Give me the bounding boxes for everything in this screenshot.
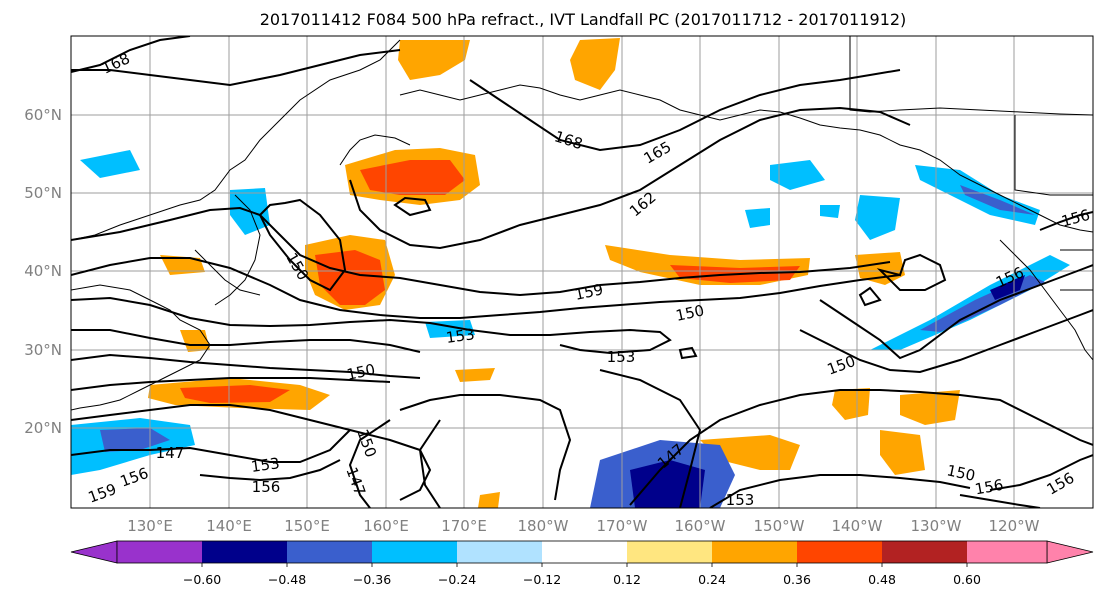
colorbar-bin: [457, 541, 542, 563]
colorbar-bin: [882, 541, 967, 563]
lon-label: 170°W: [597, 517, 648, 535]
colorbar-high-extension: [1046, 540, 1094, 564]
longitude-labels: 130°E 140°E 150°E 160°E 170°E 180°W 170°…: [127, 517, 1039, 535]
lat-label: 50°N: [24, 184, 62, 202]
lon-label: 180°W: [518, 517, 569, 535]
lat-label: 40°N: [24, 262, 62, 280]
contour-label: 156: [252, 478, 281, 496]
figure-title: 2017011412 F084 500 hPa refract., IVT La…: [260, 10, 907, 29]
height-contours: [71, 36, 1093, 508]
colorbar-tick-label: −0.36: [353, 572, 391, 587]
lat-label: 30°N: [24, 341, 62, 359]
contour-label: 153: [607, 348, 636, 366]
colorbar-tick-label: 0.12: [613, 572, 641, 587]
colorbar-tick-label: 0.60: [953, 572, 981, 587]
colorbar: −0.60 −0.48 −0.36 −0.24 −0.12 0.12 0.24 …: [70, 540, 1094, 587]
colorbar-bin: [542, 541, 627, 563]
colorbar-low-extension: [70, 540, 118, 564]
colorbar-bin: [797, 541, 882, 563]
lon-label: 160°W: [675, 517, 726, 535]
colorbar-tick-label: −0.24: [438, 572, 476, 587]
contour-label: 150: [945, 461, 977, 485]
colorbar-bin: [627, 541, 712, 563]
graticule: [71, 36, 1093, 508]
lat-label: 60°N: [24, 106, 62, 124]
contour-label: 150: [674, 301, 706, 325]
lon-label: 160°E: [363, 517, 409, 535]
colorbar-bin: [117, 541, 202, 563]
colorbar-bin: [372, 541, 457, 563]
lon-label: 140°W: [832, 517, 883, 535]
colorbar-bin: [967, 541, 1047, 563]
contour-label: 153: [726, 491, 755, 509]
contour-label: 156: [973, 476, 1004, 499]
colorbar-bin: [287, 541, 372, 563]
colorbar-tick-label: 0.24: [698, 572, 726, 587]
lat-label: 20°N: [24, 419, 62, 437]
colorbar-bin: [712, 541, 797, 563]
latitude-labels: 20°N 30°N 40°N 50°N 60°N: [24, 106, 62, 437]
colorbar-tick-label: 0.48: [868, 572, 896, 587]
contour-label: 147: [156, 444, 185, 462]
lon-label: 170°E: [441, 517, 487, 535]
negative-anomaly-fills: [71, 150, 1070, 508]
colorbar-tick-label: 0.36: [783, 572, 811, 587]
lon-label: 150°E: [284, 517, 330, 535]
contour-label: 150: [345, 360, 377, 384]
map-frame: [70, 35, 1094, 509]
colorbar-tick-label: −0.12: [523, 572, 561, 587]
colorbar-bin: [202, 541, 287, 563]
lon-label: 120°W: [989, 517, 1040, 535]
map-background: [71, 36, 1093, 508]
colorbar-tick-label: −0.60: [183, 572, 221, 587]
lon-label: 130°E: [127, 517, 173, 535]
colorbar-tick-label: −0.48: [268, 572, 306, 587]
lon-label: 140°E: [206, 517, 252, 535]
lon-label: 150°W: [754, 517, 805, 535]
contour-label: 153: [445, 325, 476, 347]
contour-label: 153: [250, 454, 281, 476]
contour-label: 159: [573, 280, 605, 304]
lon-label: 130°W: [911, 517, 962, 535]
